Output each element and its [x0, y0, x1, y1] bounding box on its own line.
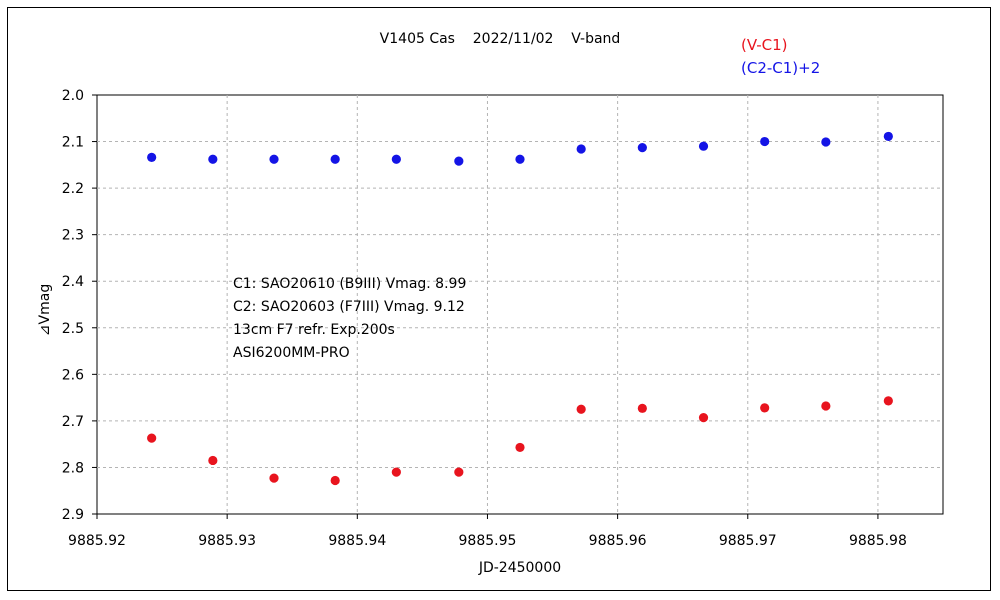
annotation-line: 13cm F7 refr. Exp.200s	[233, 322, 395, 338]
y-tick-label: 2.1	[62, 135, 84, 151]
data-point	[269, 474, 278, 483]
y-tick-label: 2.6	[62, 367, 84, 383]
data-point	[515, 155, 524, 164]
legend-entry: (C2-C1)+2	[741, 59, 820, 77]
data-point	[392, 155, 401, 164]
y-tick-label: 2.7	[62, 414, 84, 430]
y-tick-label: 2.2	[62, 181, 84, 197]
data-point	[821, 401, 830, 410]
y-tick-label: 2.3	[62, 228, 84, 244]
data-point	[699, 142, 708, 151]
y-axis-label: ⊿Vmag	[37, 284, 53, 336]
x-tick-label: 9885.92	[68, 533, 126, 549]
data-point	[331, 155, 340, 164]
data-point	[760, 403, 769, 412]
y-tick-label: 2.4	[62, 274, 84, 290]
x-tick-label: 9885.98	[849, 533, 907, 549]
data-point	[515, 443, 524, 452]
data-point	[454, 468, 463, 477]
x-tick-label: 9885.94	[328, 533, 386, 549]
y-tick-label: 2.8	[62, 460, 84, 476]
y-tick-label: 2.9	[62, 507, 84, 523]
data-point	[884, 396, 893, 405]
x-axis-label: JD-2450000	[478, 560, 561, 576]
data-point	[699, 413, 708, 422]
legend-entry: (V-C1)	[741, 36, 788, 54]
data-point	[147, 153, 156, 162]
data-point	[208, 155, 217, 164]
data-point	[577, 405, 586, 414]
chart-title: V1405 Cas 2022/11/02 V-band	[380, 31, 621, 47]
data-point	[638, 404, 647, 413]
data-point	[331, 476, 340, 485]
x-tick-label: 9885.97	[719, 533, 777, 549]
data-point	[577, 144, 586, 153]
x-tick-label: 9885.96	[589, 533, 647, 549]
legend: (V-C1) (C2-C1)+2	[741, 36, 820, 77]
data-point	[821, 137, 830, 146]
x-tick-label: 9885.95	[459, 533, 517, 549]
data-point	[638, 143, 647, 152]
data-point	[147, 434, 156, 443]
data-point	[760, 137, 769, 146]
y-tick-label: 2.0	[62, 88, 84, 104]
annotation-line: ASI6200MM-PRO	[233, 345, 350, 361]
annotation-line: C2: SAO20603 (F7III) Vmag. 9.12	[233, 299, 465, 315]
annotation-box: C1: SAO20610 (B9III) Vmag. 8.99 C2: SAO20…	[233, 276, 466, 361]
data-point	[454, 157, 463, 166]
x-tick-label: 9885.93	[198, 533, 256, 549]
y-axis: 2.0 2.1 2.2 2.3 2.4 2.5 2.6 2.7 2.8 2.9	[62, 88, 97, 523]
data-point	[884, 132, 893, 141]
y-tick-label: 2.5	[62, 321, 84, 337]
data-point	[208, 456, 217, 465]
data-point	[269, 155, 278, 164]
x-axis: 9885.92 9885.93 9885.94 9885.95 9885.96 9885.…	[68, 514, 907, 549]
data-point	[392, 468, 401, 477]
annotation-line: C1: SAO20610 (B9III) Vmag. 8.99	[233, 276, 466, 292]
